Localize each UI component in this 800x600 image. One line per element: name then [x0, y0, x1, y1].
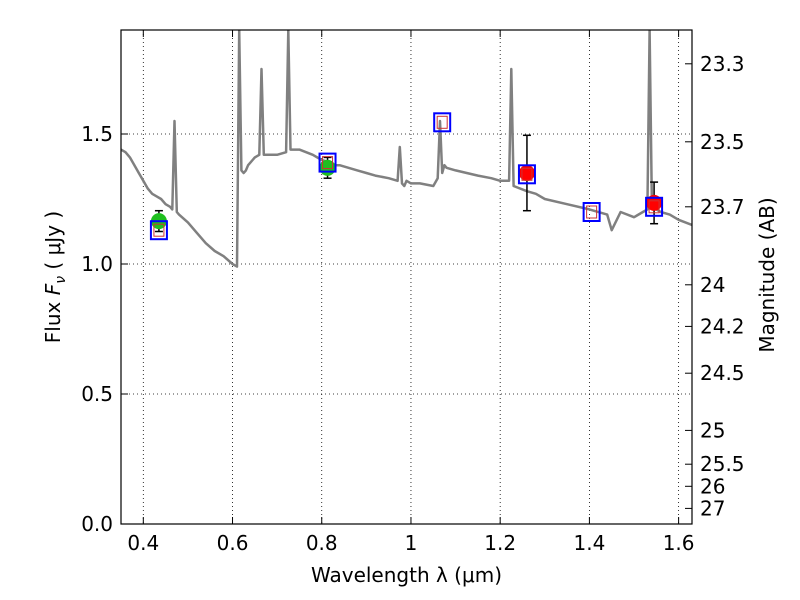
- plot-frame: [120, 29, 693, 525]
- model-photometry-box: [645, 196, 664, 217]
- model-photometry-box-inner: [436, 115, 448, 129]
- model-photometry-box: [582, 202, 601, 222]
- right-tick-label: 24.5: [700, 361, 745, 385]
- model-spectrum-line: [121, 30, 692, 268]
- right-tick-label: 23.7: [700, 195, 745, 219]
- x-tick-label: 1.4: [573, 531, 605, 555]
- right-tick-label: 27: [700, 496, 725, 520]
- model-photometry-box-inner: [521, 167, 533, 181]
- model-photometry-box-inner: [648, 200, 660, 214]
- x-tick-label: 1.2: [484, 531, 516, 555]
- model-photometry-box: [433, 112, 452, 133]
- right-tick-label: 24.2: [700, 314, 745, 338]
- right-tick-label: 25.5: [700, 452, 745, 476]
- ticks: 0.4 0.6 0.8 1 1.2 1.4 1.6 0.0 0.5 1.0 1.5 23.3 23.5 2…: [81, 30, 745, 555]
- model-photometry-box: [517, 164, 536, 185]
- right-axis-title: Magnitude (AB): [755, 197, 779, 352]
- y-tick-label: 0.5: [81, 382, 113, 406]
- model-photometry-box: [318, 152, 337, 173]
- grid: [121, 30, 692, 525]
- plot-area: [121, 30, 692, 268]
- x-tick-label: 1.6: [663, 531, 695, 555]
- right-tick-label: 26: [700, 474, 725, 498]
- right-tick-label: 23.5: [700, 130, 745, 154]
- y-axis-title: Flux Fν ( μJy ): [41, 211, 69, 343]
- model-photometry-box-inner: [322, 156, 334, 170]
- x-tick-label: 0.6: [217, 531, 249, 555]
- model-photometry-box-inner: [586, 205, 598, 219]
- x-tick-label: 0.4: [127, 531, 159, 555]
- x-tick-label: 1: [405, 531, 418, 555]
- y-tick-label: 1.5: [81, 122, 113, 146]
- model-photometry-box-inner: [153, 223, 165, 237]
- y-tick-label: 1.0: [81, 252, 113, 276]
- y-tick-label: 0.0: [81, 512, 113, 536]
- model-photometry-box: [149, 220, 168, 241]
- x-axis-title: Wavelength λ (μm): [311, 563, 502, 587]
- x-tick-label: 0.8: [306, 531, 338, 555]
- right-tick-label: 25: [700, 418, 725, 442]
- right-tick-label: 23.3: [700, 52, 745, 76]
- right-tick-label: 24: [700, 273, 725, 297]
